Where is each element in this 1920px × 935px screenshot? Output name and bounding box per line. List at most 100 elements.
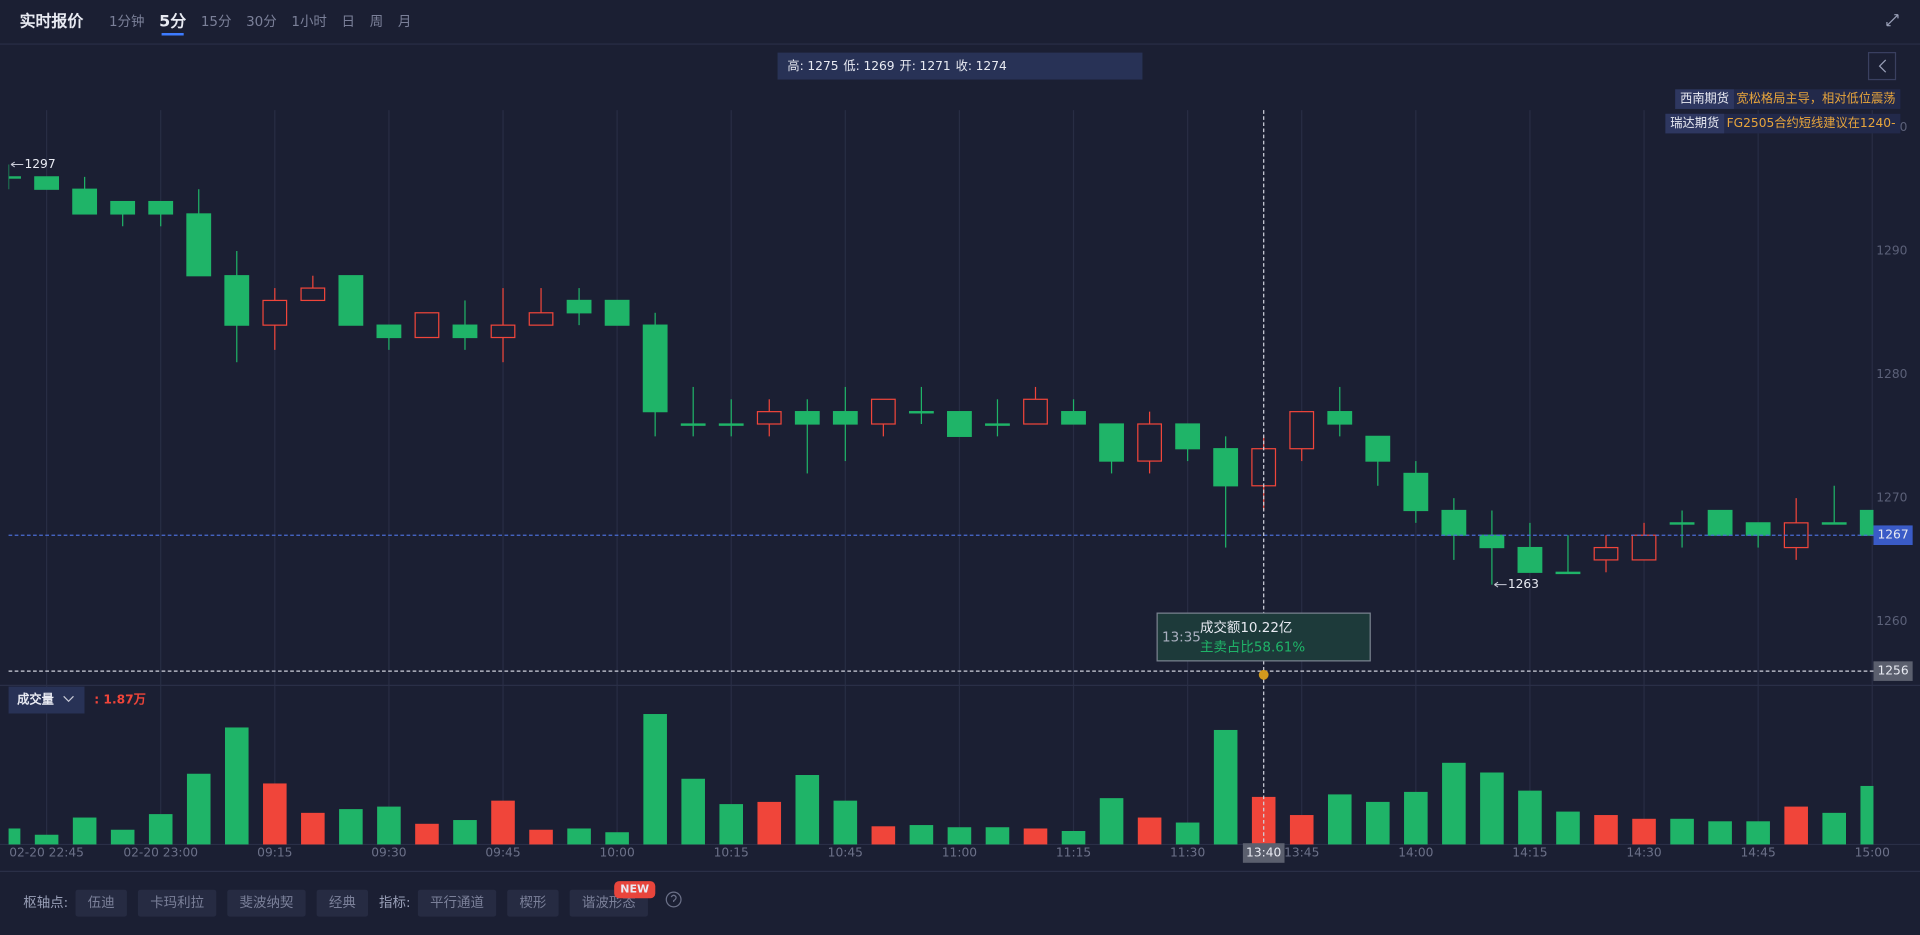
- x-tick-label: 10:15: [714, 846, 749, 860]
- candle-body: [1479, 534, 1505, 549]
- tooltip-ratio: 主卖占比58.61%: [1200, 639, 1305, 655]
- volume-bar: [1023, 828, 1048, 845]
- period-tab[interactable]: 15分: [201, 14, 232, 30]
- new-badge: [614, 881, 656, 899]
- tooltip-amount: 成交额10.22亿: [1200, 619, 1292, 636]
- toolbar-label: 指标:: [379, 895, 410, 911]
- y-tick-label: 1260: [1876, 614, 1907, 628]
- candle-body: [1365, 435, 1391, 462]
- candle-body: [794, 411, 820, 425]
- volume-bar: [909, 825, 934, 845]
- volume-value: : 1.87万: [94, 693, 146, 707]
- period-tab[interactable]: 月: [398, 15, 411, 30]
- volume-bar: [1061, 830, 1086, 845]
- volume-bar: [1404, 791, 1428, 845]
- x-tick-label: 10:45: [828, 846, 863, 860]
- period-tab[interactable]: 5分: [159, 12, 186, 31]
- volume-bar: [719, 804, 744, 845]
- volume-bar: [871, 826, 896, 845]
- plot: [8, 164, 1874, 845]
- chevron-left: [1878, 59, 1887, 73]
- y-tick-label: 1290: [1876, 244, 1907, 258]
- candle-body: [1099, 423, 1124, 462]
- x-tick-label: 14:30: [1626, 846, 1661, 860]
- candle-body: [1821, 522, 1847, 525]
- volume-bar: [985, 827, 1010, 845]
- pivot-button[interactable]: [227, 889, 306, 917]
- candle-body: [148, 200, 174, 215]
- period-tab[interactable]: 30分: [246, 14, 277, 30]
- volume-bar: [643, 714, 667, 845]
- volume-bar: [1746, 821, 1770, 845]
- y-tick-label: 1280: [1876, 367, 1907, 381]
- indicator: 楔形: [519, 895, 546, 911]
- volume-bar: [567, 828, 591, 845]
- info-value: 1274: [976, 59, 1007, 73]
- volume-bar: [1175, 822, 1200, 845]
- volume-selector[interactable]: [8, 686, 85, 714]
- indicator-button[interactable]: [417, 889, 497, 917]
- extreme-arrow: [10, 161, 24, 168]
- y-tick-label: 1270: [1876, 491, 1907, 505]
- volume-bar: [110, 829, 135, 845]
- candle-body: [490, 324, 516, 339]
- info-label: 开:: [900, 59, 916, 73]
- candle-body: [1403, 472, 1429, 512]
- pivot: 经典: [329, 895, 356, 911]
- x-tick-label: 11:00: [942, 846, 977, 860]
- candle-body: [338, 275, 364, 326]
- volume-bar: [301, 812, 325, 845]
- candle-body: [642, 324, 668, 413]
- indicator-button[interactable]: [507, 889, 559, 917]
- pivot-button[interactable]: [316, 889, 369, 917]
- info-value: 1269: [863, 59, 894, 73]
- candle-body: [1593, 546, 1619, 561]
- info-value: 1275: [807, 59, 838, 73]
- indicator: 平行通道: [430, 895, 484, 911]
- candle-body: [300, 287, 326, 302]
- news-text: FG2505合约短线建议在1240-: [1727, 115, 1896, 130]
- x-tick-label: 11:30: [1170, 846, 1205, 860]
- volume-bar: [339, 809, 363, 845]
- last-price-tag: [1873, 525, 1913, 545]
- candle-body: [832, 411, 858, 425]
- info-bar: [777, 52, 1143, 80]
- period-tab[interactable]: 周: [370, 15, 383, 30]
- volume-bar: [1480, 772, 1504, 845]
- volume-bar: [1670, 818, 1694, 845]
- collapse-icon[interactable]: [1886, 14, 1899, 27]
- period-tab[interactable]: 1分钟: [109, 13, 144, 30]
- candle-body: [452, 324, 478, 339]
- volume-chevron: [63, 695, 74, 703]
- news-source-bg: [1665, 113, 1725, 134]
- info-label: 收:: [956, 59, 972, 73]
- help-icon[interactable]: [665, 891, 682, 908]
- news-text: 宽松格局主导，相对低位震荡: [1736, 91, 1895, 106]
- volume-bar: [795, 775, 820, 845]
- news-item[interactable]: FG2505合约短线建议在1240- 瑞达期货: [1665, 113, 1901, 134]
- pivot-button[interactable]: [75, 889, 127, 917]
- x-tick-label: 09:30: [371, 846, 406, 860]
- side-toggle[interactable]: [1867, 52, 1897, 81]
- crosshair-price: 1256: [1877, 664, 1908, 678]
- candle-body: [1441, 509, 1467, 536]
- volume-bar: [148, 814, 173, 845]
- volume-bar: [681, 778, 705, 845]
- period-tab[interactable]: 1小时: [291, 14, 326, 30]
- x-tick-label: 14:45: [1741, 846, 1776, 860]
- volume-bar: [224, 727, 249, 845]
- x-tick-label: 15:00: [1855, 846, 1890, 860]
- period-tab[interactable]: 日: [342, 15, 355, 30]
- candle-body: [947, 411, 972, 437]
- volume-bar: [8, 828, 21, 845]
- news-source-bg: [1675, 89, 1734, 109]
- volume-bar: [947, 827, 972, 845]
- volume-bar: [377, 806, 401, 845]
- title: 实时报价: [20, 12, 84, 31]
- volume-bar: [186, 773, 211, 845]
- pivot-button[interactable]: [137, 889, 217, 917]
- volume-bar: [605, 832, 629, 845]
- volume-bar: [1289, 815, 1314, 845]
